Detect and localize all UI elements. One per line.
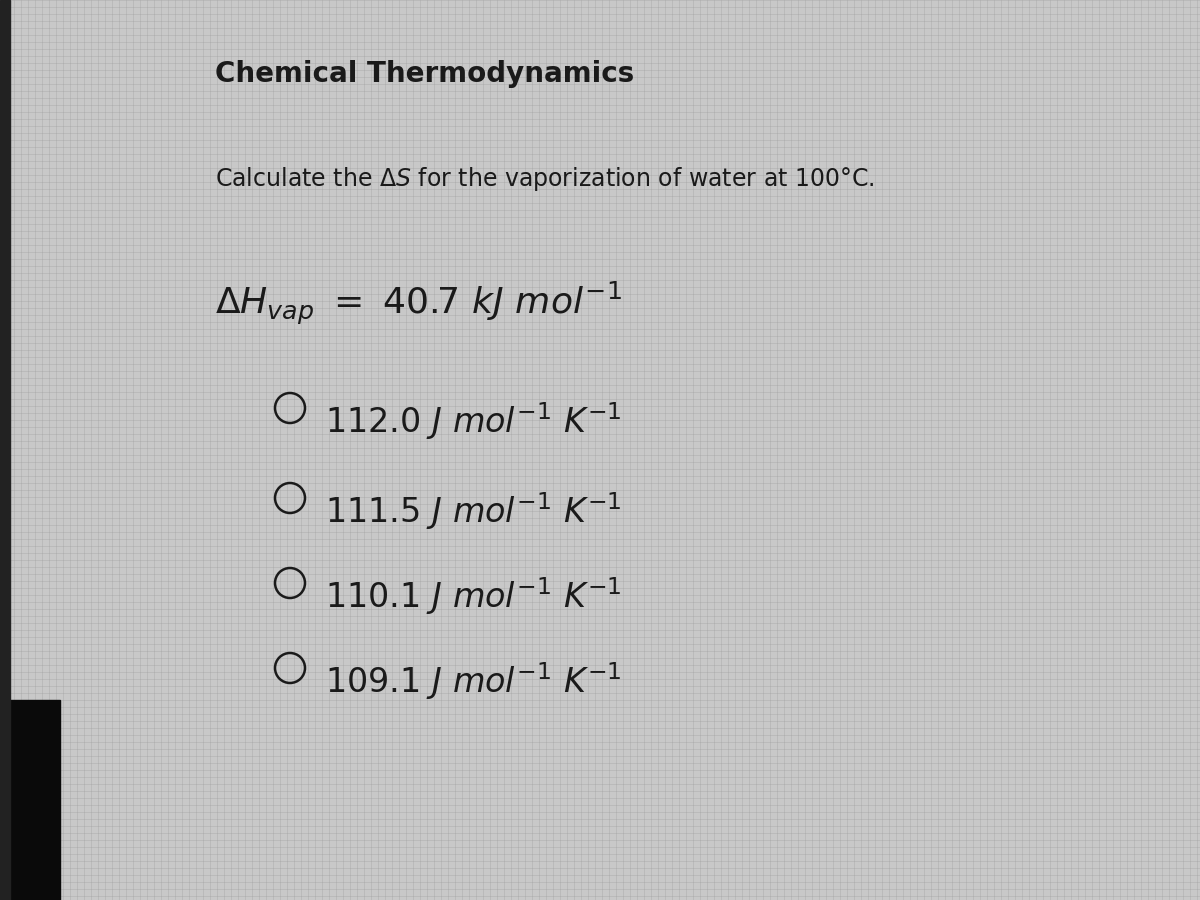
Text: $110.1\ J\ mol^{-1}\ K^{-1}$: $110.1\ J\ mol^{-1}\ K^{-1}$	[325, 575, 622, 616]
Text: $111.5\ J\ mol^{-1}\ K^{-1}$: $111.5\ J\ mol^{-1}\ K^{-1}$	[325, 490, 622, 532]
Bar	[0, 700, 60, 900]
Text: Chemical Thermodynamics: Chemical Thermodynamics	[215, 60, 635, 88]
Text: $109.1\ J\ mol^{-1}\ K^{-1}$: $109.1\ J\ mol^{-1}\ K^{-1}$	[325, 660, 622, 702]
Text: Calculate the $\Delta S$ for the vaporization of water at 100°C.: Calculate the $\Delta S$ for the vaporiz…	[215, 165, 875, 193]
Text: $112.0\ J\ mol^{-1}\ K^{-1}$: $112.0\ J\ mol^{-1}\ K^{-1}$	[325, 400, 622, 442]
Text: $\Delta H_{vap}\ =\ 40.7\ kJ\ mol^{-1}$: $\Delta H_{vap}\ =\ 40.7\ kJ\ mol^{-1}$	[215, 280, 622, 328]
Bar	[0, 0, 10, 900]
